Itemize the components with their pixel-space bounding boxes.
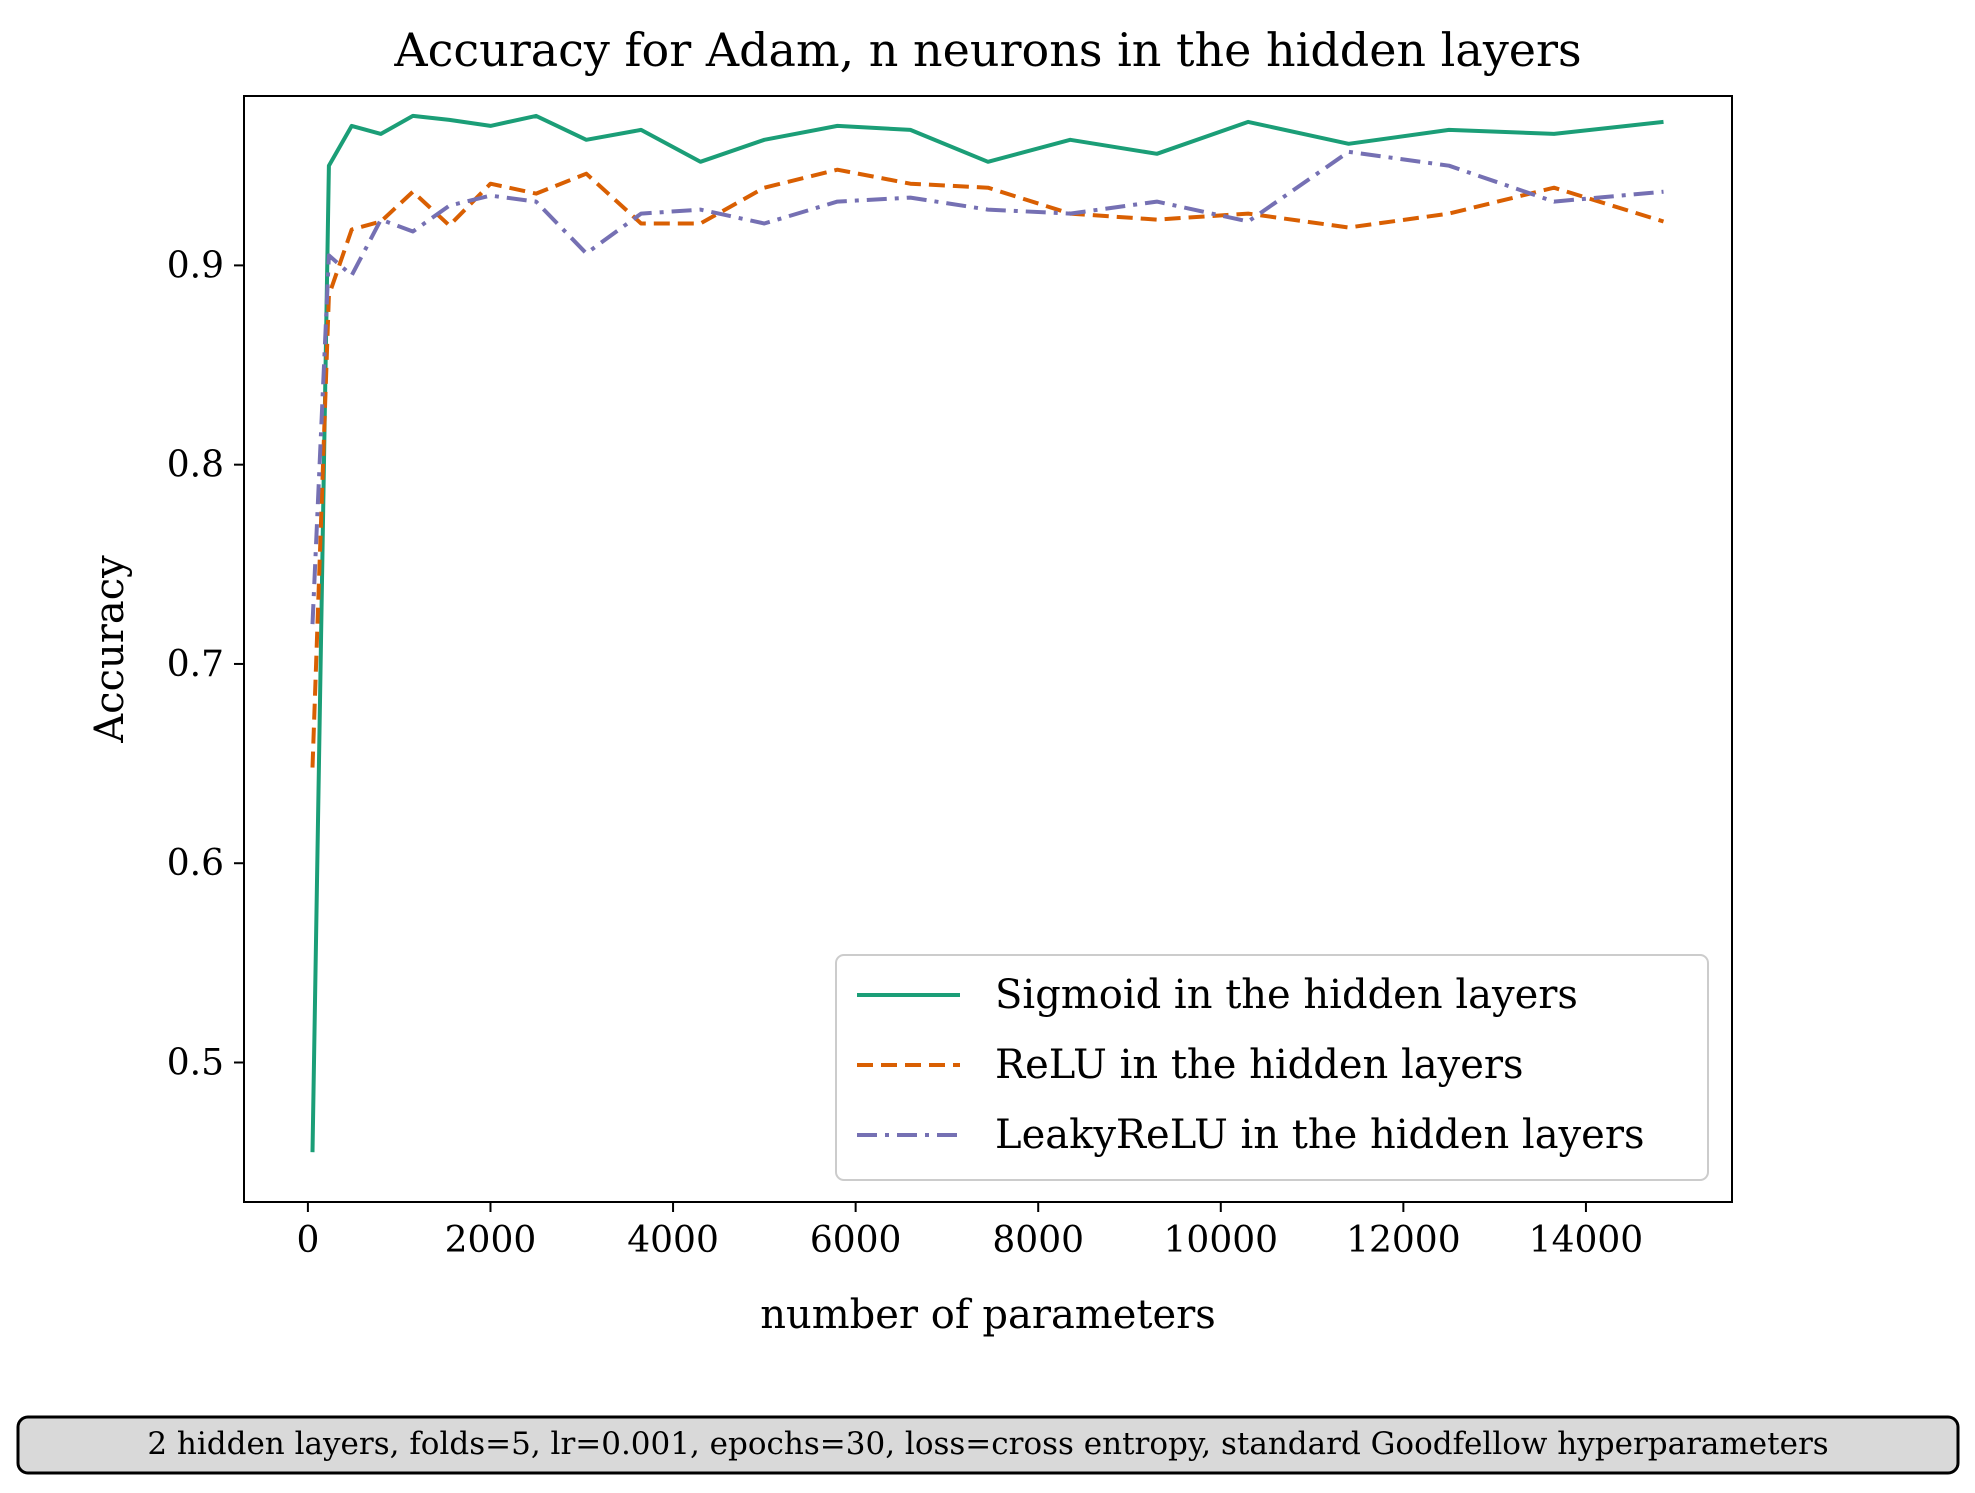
series-line-2: [310, 167, 1665, 768]
y-axis-ticks: 0.5 0.6 0.7 0.8 0.9: [167, 245, 244, 1084]
series-line-1: [310, 113, 1664, 1153]
y-tick-label: 0.8: [167, 445, 224, 486]
y-tick-label: 0.5: [167, 1043, 224, 1084]
y-axis-label: Accuracy: [87, 555, 133, 744]
legend-items: Sigmoid in the hidden layers ReLU in the …: [857, 972, 1644, 1158]
legend: Sigmoid in the hidden layers ReLU in the …: [835, 954, 1709, 1181]
series-line-3: [310, 149, 1664, 625]
legend-label-1: Sigmoid in the hidden layers: [995, 972, 1578, 1018]
x-tick-label: 2000: [445, 1220, 537, 1261]
y-tick-label: 0.6: [167, 843, 224, 884]
x-tick-label: 6000: [810, 1220, 902, 1261]
x-tick-label: 0: [296, 1220, 319, 1261]
legend-label-3: LeakyReLU in the hidden layers: [995, 1112, 1644, 1158]
x-tick-label: 12000: [1346, 1220, 1461, 1261]
legend-label-2: ReLU in the hidden layers: [995, 1042, 1524, 1088]
legend-box: [835, 954, 1709, 1181]
y-tick-label: 0.9: [167, 245, 224, 286]
y-tick-label: 0.7: [167, 644, 224, 685]
plot-area: [243, 95, 1733, 1203]
x-axis-ticks: 0 2000 4000 6000 8000 10000 12000 14000: [296, 1202, 1643, 1261]
x-tick-label: 8000: [992, 1220, 1084, 1261]
chart-title: Accuracy for Adam, n neurons in the hidd…: [393, 23, 1581, 77]
x-tick-label: 14000: [1529, 1220, 1644, 1261]
x-axis-label: number of parameters: [760, 1292, 1216, 1338]
series-layer: [310, 113, 1665, 1153]
x-tick-label: 4000: [627, 1220, 719, 1261]
x-tick-label: 10000: [1164, 1220, 1279, 1261]
annotation-text: 2 hidden layers, folds=5, lr=0.001, epoc…: [147, 1426, 1828, 1462]
annotation-background: [16, 1415, 1960, 1475]
annotation-box: 2 hidden layers, folds=5, lr=0.001, epoc…: [16, 1415, 1960, 1475]
plot-frame: [243, 95, 1733, 1203]
